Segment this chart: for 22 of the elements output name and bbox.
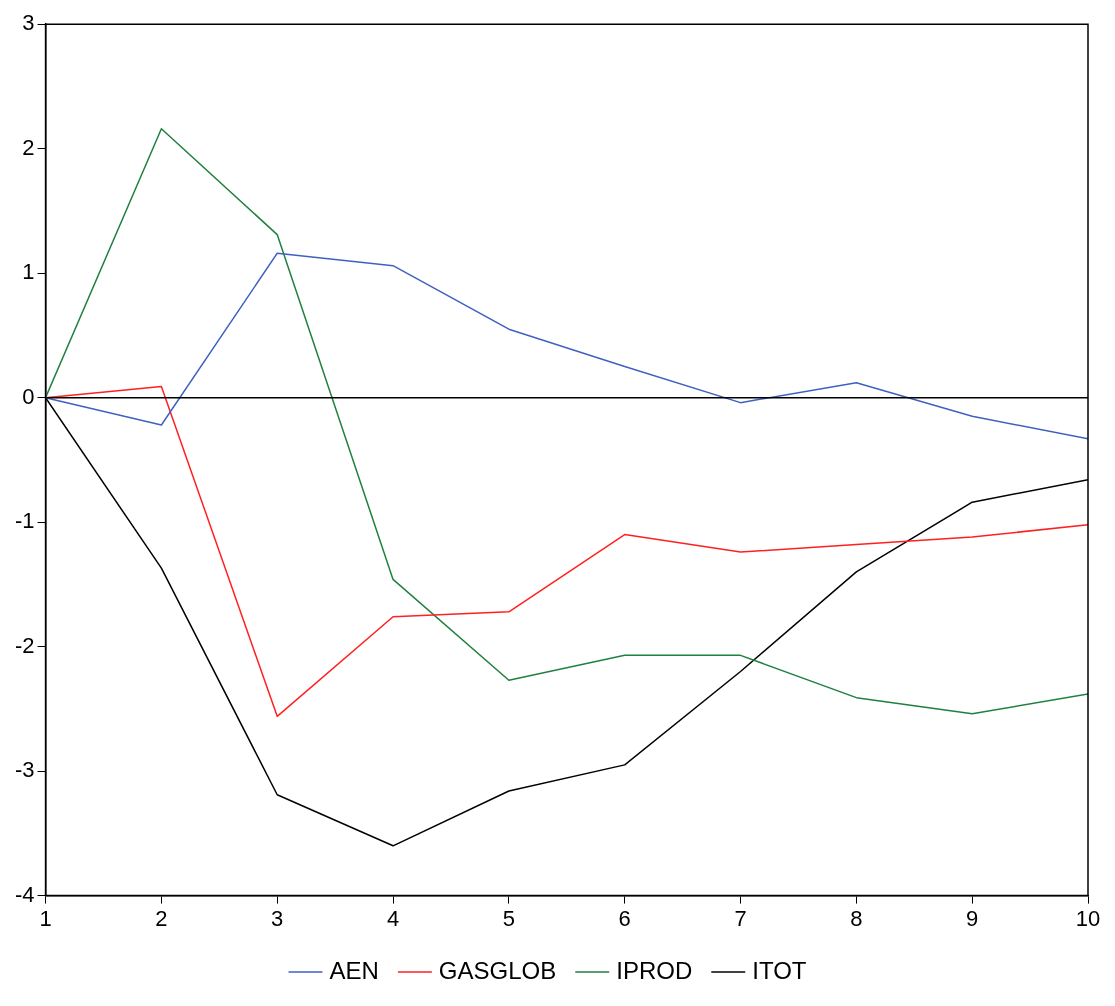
legend-label: AEN bbox=[329, 956, 379, 984]
y-tick-label: -1 bbox=[15, 508, 35, 534]
x-tick-label: 6 bbox=[618, 905, 631, 931]
y-tick-label: 1 bbox=[22, 259, 35, 285]
x-tick-label: 10 bbox=[1075, 905, 1101, 931]
legend-label: IPROD bbox=[616, 956, 693, 984]
x-tick-label: 5 bbox=[502, 905, 515, 931]
x-tick-label: 3 bbox=[271, 905, 284, 931]
y-tick-label: -4 bbox=[15, 881, 35, 907]
y-tick-label: 0 bbox=[22, 383, 35, 409]
x-tick-label: 9 bbox=[966, 905, 979, 931]
y-tick-label: -2 bbox=[15, 632, 35, 658]
x-tick-label: 4 bbox=[386, 905, 400, 931]
x-tick-label: 7 bbox=[734, 905, 747, 931]
y-tick-label: 2 bbox=[22, 134, 35, 160]
legend-label: ITOT bbox=[752, 956, 807, 984]
legend-label: GASGLOB bbox=[438, 956, 557, 984]
y-tick-label: 3 bbox=[22, 10, 35, 36]
x-tick-label: 8 bbox=[850, 905, 863, 931]
y-tick-label: -3 bbox=[15, 757, 35, 783]
x-tick-label: 1 bbox=[39, 905, 52, 931]
x-tick-label: 2 bbox=[155, 905, 168, 931]
